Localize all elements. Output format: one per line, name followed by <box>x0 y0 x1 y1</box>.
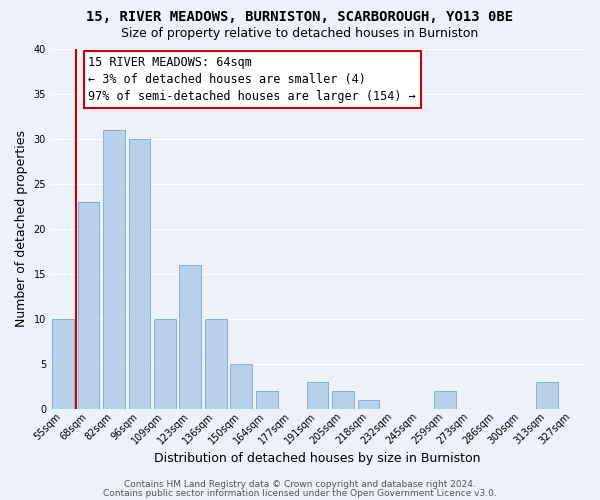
Y-axis label: Number of detached properties: Number of detached properties <box>15 130 28 328</box>
X-axis label: Distribution of detached houses by size in Burniston: Distribution of detached houses by size … <box>154 452 481 465</box>
Bar <box>358 400 379 409</box>
Bar <box>77 202 99 409</box>
Bar <box>205 319 227 409</box>
Bar <box>256 391 278 409</box>
Bar <box>128 139 150 409</box>
Bar <box>230 364 252 409</box>
Bar <box>307 382 328 409</box>
Text: Contains public sector information licensed under the Open Government Licence v3: Contains public sector information licen… <box>103 488 497 498</box>
Bar <box>536 382 557 409</box>
Bar <box>154 319 176 409</box>
Text: 15, RIVER MEADOWS, BURNISTON, SCARBOROUGH, YO13 0BE: 15, RIVER MEADOWS, BURNISTON, SCARBOROUG… <box>86 10 514 24</box>
Text: 15 RIVER MEADOWS: 64sqm
← 3% of detached houses are smaller (4)
97% of semi-deta: 15 RIVER MEADOWS: 64sqm ← 3% of detached… <box>88 56 416 103</box>
Bar <box>434 391 456 409</box>
Bar <box>179 265 201 409</box>
Text: Size of property relative to detached houses in Burniston: Size of property relative to detached ho… <box>121 28 479 40</box>
Bar <box>52 319 74 409</box>
Bar <box>103 130 125 409</box>
Text: Contains HM Land Registry data © Crown copyright and database right 2024.: Contains HM Land Registry data © Crown c… <box>124 480 476 489</box>
Bar <box>332 391 354 409</box>
